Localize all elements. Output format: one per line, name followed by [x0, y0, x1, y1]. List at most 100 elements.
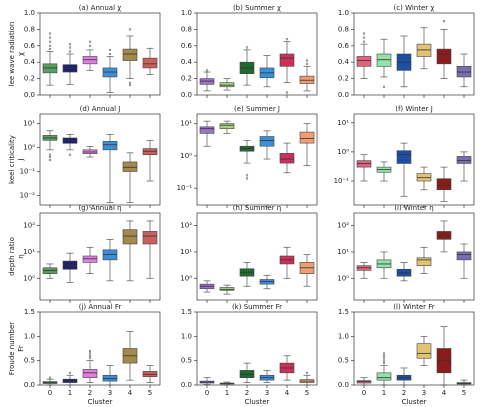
panel-frame: [39, 12, 161, 96]
box: [122, 161, 138, 172]
outlier: [68, 153, 72, 156]
y-axis-label: depth ratio: [8, 237, 16, 276]
y-tick-label: 0.4: [24, 58, 36, 66]
outlier: [245, 46, 249, 49]
x-tick-label: 2: [88, 389, 92, 397]
outlier: [362, 36, 366, 39]
y-tick-label: 10²: [180, 222, 192, 230]
outlier: [128, 84, 132, 87]
x-tick-label: 3: [265, 389, 269, 397]
box: [102, 141, 118, 151]
y-tick-label: 10¹: [337, 248, 349, 256]
y-tick-label: 0.5: [338, 357, 349, 365]
outlier: [362, 40, 366, 43]
panel-title: (c) Winter χ: [394, 4, 435, 12]
box: [416, 343, 432, 359]
box: [456, 251, 472, 261]
outlier: [48, 153, 52, 156]
outlier: [48, 155, 52, 159]
x-tick-label: 0: [362, 389, 366, 397]
outlier: [382, 354, 386, 357]
outlier: [88, 354, 92, 357]
y-tick-label: 0.5: [181, 357, 192, 365]
outlier: [108, 48, 112, 52]
y-tick-label: 0.2: [181, 75, 192, 83]
y-tick-label: 0.2: [338, 75, 349, 83]
panel-title: (g) Annual η: [78, 204, 121, 212]
x-tick-label: 5: [462, 389, 466, 397]
box: [142, 57, 158, 69]
y-tick-label: 10¹: [180, 120, 192, 128]
y-tick-label: 10⁰: [337, 148, 349, 156]
box: [279, 153, 295, 164]
y-axis-label: Fr: [17, 345, 25, 352]
y-tick-label: 10¹: [23, 248, 35, 256]
y-tick-label: 0.6: [181, 42, 193, 50]
panel-frame: [353, 12, 475, 96]
y-axis-label: keel criticality: [8, 135, 16, 184]
box: [82, 255, 98, 263]
outlier: [48, 44, 52, 47]
box: [42, 63, 58, 74]
y-tick-label: 0.6: [24, 42, 36, 50]
x-tick-label: 4: [128, 389, 133, 397]
y-tick-label: 10²: [23, 222, 35, 230]
x-tick-label: 1: [382, 389, 386, 397]
outlier: [68, 43, 72, 46]
x-tick-label: 4: [442, 389, 447, 397]
outlier: [128, 28, 132, 31]
x-tick-label: 0: [48, 389, 52, 397]
box: [122, 229, 138, 245]
y-tick-label: 10⁰: [23, 274, 35, 282]
panel-frame: [39, 212, 161, 301]
outlier: [108, 52, 112, 56]
y-tick-label: 1.0: [181, 9, 192, 17]
outlier: [305, 62, 309, 65]
box: [456, 66, 472, 78]
y-tick-label: 1.0: [24, 9, 35, 17]
x-tick-label: 2: [402, 389, 406, 397]
outlier: [382, 359, 386, 362]
y-tick-label: 10⁻²: [20, 191, 36, 199]
outlier: [382, 352, 386, 355]
outlier: [88, 44, 92, 47]
y-tick-label: 10¹: [23, 120, 35, 128]
y-tick-label: 1.0: [338, 332, 349, 340]
y-tick-label: 10¹: [180, 248, 192, 256]
x-tick-label: 1: [68, 389, 72, 397]
y-tick-label: 10⁻¹: [20, 167, 36, 175]
outlier: [88, 349, 92, 353]
y-tick-label: 1.0: [181, 332, 192, 340]
box: [199, 126, 215, 134]
box: [259, 136, 275, 147]
panel-frame: [353, 212, 475, 301]
panel-frame: [196, 12, 318, 96]
box: [142, 231, 158, 245]
panel-frame: [353, 311, 475, 386]
x-tick-label: 5: [305, 389, 309, 397]
outlier: [88, 357, 92, 360]
y-tick-label: 0.8: [338, 25, 349, 33]
x-axis-label: Cluster: [245, 398, 270, 406]
box: [436, 48, 452, 65]
x-tick-label: 2: [245, 389, 249, 397]
box: [456, 156, 472, 164]
box: [219, 287, 235, 291]
panel-frame: [196, 212, 318, 301]
outlier: [305, 59, 309, 62]
y-tick-label: 0.8: [24, 25, 35, 33]
y-axis-label: lee wave radiation: [8, 22, 16, 87]
y-tick-label: 10⁰: [180, 152, 192, 160]
panel-title: (b) Summer χ: [233, 4, 281, 12]
box: [219, 123, 235, 129]
panel-title: (h) Summer η: [233, 204, 282, 212]
box: [102, 374, 118, 382]
box: [102, 67, 118, 78]
outlier: [88, 352, 92, 355]
x-axis-label: Cluster: [88, 398, 113, 406]
x-tick-label: 3: [422, 389, 426, 397]
panel-title: (f) Winter J: [395, 105, 433, 113]
outlier: [48, 376, 52, 379]
y-tick-label: 0.4: [338, 58, 350, 66]
